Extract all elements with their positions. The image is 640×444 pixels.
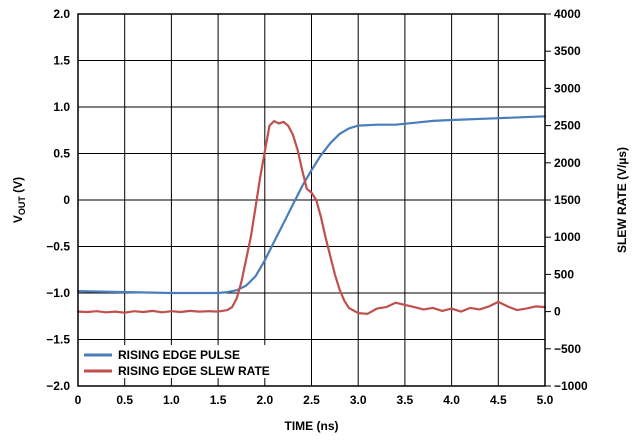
y-right-tick-label: 4000 bbox=[554, 7, 581, 21]
x-tick-label: 1.0 bbox=[163, 393, 180, 407]
x-tick-label: 2.5 bbox=[303, 393, 320, 407]
y-right-tick-label: 3500 bbox=[554, 44, 581, 58]
x-tick-label: 4.0 bbox=[443, 393, 460, 407]
y-left-tick-label: −0.5 bbox=[46, 240, 70, 254]
series-line-pulse bbox=[76, 115, 547, 295]
grid bbox=[78, 14, 545, 386]
y-left-tick-label: 0.5 bbox=[53, 147, 70, 161]
y-right-tick-label: 0 bbox=[554, 305, 561, 319]
legend: RISING EDGE PULSE RISING EDGE SLEW RATE bbox=[80, 345, 308, 378]
x-tick-label: 0 bbox=[75, 393, 82, 407]
y-right-axis-title: SLEW RATE (V/µs) bbox=[615, 147, 629, 253]
series-layer bbox=[76, 115, 547, 315]
legend-label-pulse: RISING EDGE PULSE bbox=[118, 348, 240, 362]
y-right-tick-label: 500 bbox=[554, 267, 574, 281]
x-tick-label: 4.5 bbox=[490, 393, 507, 407]
y-left-tick-label: −1.5 bbox=[46, 333, 70, 347]
y-left-tick-label: 1.0 bbox=[53, 100, 70, 114]
y-right-tick-label: 3000 bbox=[554, 81, 581, 95]
y-right-tick-label: 1500 bbox=[554, 193, 581, 207]
series-line-slew-rate bbox=[76, 120, 547, 315]
legend-label-slew-rate: RISING EDGE SLEW RATE bbox=[118, 364, 270, 378]
tick-marks bbox=[545, 13, 551, 387]
y-left-tick-label: −2.0 bbox=[46, 379, 70, 393]
x-tick-label: 3.0 bbox=[350, 393, 367, 407]
legend-background bbox=[80, 345, 308, 378]
y-right-tick-label: 2000 bbox=[554, 156, 581, 170]
x-tick-label: 1.5 bbox=[210, 393, 227, 407]
y-left-title-unit: (V) bbox=[11, 177, 25, 196]
y-right-tick-label: −500 bbox=[554, 342, 581, 356]
x-tick-label: 0.5 bbox=[116, 393, 133, 407]
y-left-axis-title: VOUT (V) bbox=[11, 177, 27, 223]
x-tick-label: 2.0 bbox=[256, 393, 273, 407]
x-axis-title: TIME (ns) bbox=[285, 419, 339, 433]
y-right-tick-label: −1000 bbox=[554, 379, 588, 393]
x-tick-label: 5.0 bbox=[537, 393, 554, 407]
y-left-tick-label: 1.5 bbox=[53, 54, 70, 68]
y-left-tick-label: 0 bbox=[63, 193, 70, 207]
y-left-tick-label: 2.0 bbox=[53, 7, 70, 21]
tick-labels: 0 0.5 1.0 1.5 2.0 2.5 3.0 3.5 4.0 4.5 5.0 2.0 1.5 1.0… bbox=[46, 7, 588, 407]
y-right-tick-label: 2500 bbox=[554, 119, 581, 133]
x-tick-label: 3.5 bbox=[397, 393, 414, 407]
y-right-tick-label: 1000 bbox=[554, 230, 581, 244]
y-left-tick-label: −1.0 bbox=[46, 286, 70, 300]
y-left-title-main: V bbox=[11, 215, 25, 223]
y-left-title-subscript: OUT bbox=[17, 196, 27, 216]
